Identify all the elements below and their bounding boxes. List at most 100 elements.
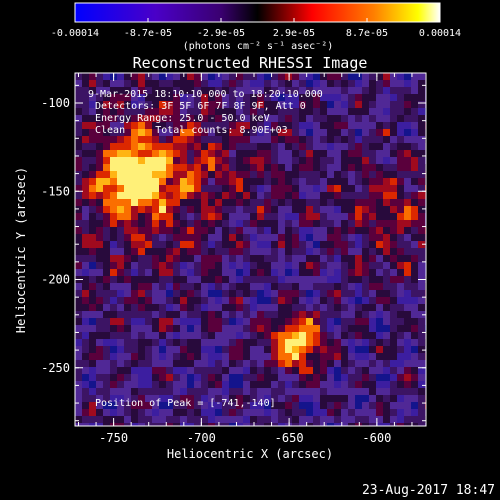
heatmap-cell — [166, 241, 173, 248]
heatmap-cell — [285, 318, 292, 325]
heatmap-cell — [82, 199, 89, 206]
heatmap-cell — [257, 129, 264, 136]
heatmap-cell — [173, 206, 180, 213]
heatmap-cell — [313, 150, 320, 157]
heatmap-cell — [222, 388, 229, 395]
heatmap-cell — [404, 402, 411, 409]
heatmap-cell — [138, 395, 145, 402]
heatmap-cell — [355, 150, 362, 157]
heatmap-cell — [271, 157, 278, 164]
heatmap-cell — [229, 290, 236, 297]
heatmap-cell — [96, 164, 103, 171]
heatmap-cell — [166, 311, 173, 318]
heatmap-cell — [152, 178, 159, 185]
heatmap-cell — [145, 374, 152, 381]
heatmap-cell — [166, 381, 173, 388]
heatmap-cell — [152, 192, 159, 199]
heatmap-cell — [110, 325, 117, 332]
heatmap-cell — [222, 346, 229, 353]
heatmap-cell — [89, 185, 96, 192]
heatmap-cell — [250, 87, 257, 94]
heatmap-cell — [383, 122, 390, 129]
heatmap-cell — [404, 304, 411, 311]
heatmap-cell — [390, 353, 397, 360]
heatmap-cell — [418, 171, 425, 178]
heatmap-cell — [285, 157, 292, 164]
heatmap-cell — [103, 269, 110, 276]
heatmap-cell — [257, 227, 264, 234]
heatmap-cell — [257, 409, 264, 416]
heatmap-cell — [159, 381, 166, 388]
heatmap-cell — [222, 178, 229, 185]
heatmap-cell — [285, 297, 292, 304]
heatmap-cell — [355, 136, 362, 143]
heatmap-cell — [376, 388, 383, 395]
heatmap-cell — [215, 80, 222, 87]
heatmap-cell — [236, 381, 243, 388]
heatmap-cell — [180, 171, 187, 178]
colorbar-tick-label: -0.00014 — [51, 28, 99, 39]
heatmap-cell — [341, 192, 348, 199]
heatmap-cell — [201, 80, 208, 87]
heatmap-cell — [292, 402, 299, 409]
heatmap-cell — [341, 213, 348, 220]
heatmap-cell — [292, 374, 299, 381]
heatmap-cell — [362, 423, 369, 426]
heatmap-cell — [75, 297, 82, 304]
heatmap-cell — [96, 227, 103, 234]
heatmap-cell — [292, 381, 299, 388]
heatmap-cell — [362, 136, 369, 143]
heatmap-cell — [131, 122, 138, 129]
heatmap-cell — [229, 241, 236, 248]
heatmap-cell — [215, 87, 222, 94]
heatmap-cell — [369, 374, 376, 381]
heatmap-cell — [334, 297, 341, 304]
heatmap-cell — [327, 332, 334, 339]
heatmap-cell — [159, 346, 166, 353]
heatmap-cell — [334, 164, 341, 171]
heatmap-cell — [278, 206, 285, 213]
heatmap-cell — [180, 213, 187, 220]
heatmap-cell — [159, 178, 166, 185]
heatmap-cell — [355, 360, 362, 367]
annotation-detectors: Detectors: 3F 5F 6F 7F 8F 9F, Att 0 — [95, 101, 306, 112]
heatmap-cell — [411, 255, 418, 262]
heatmap-cell — [201, 171, 208, 178]
heatmap-cell — [236, 297, 243, 304]
heatmap-cell — [131, 402, 138, 409]
heatmap-cell — [355, 115, 362, 122]
heatmap-cell — [208, 101, 215, 108]
heatmap-cell — [390, 318, 397, 325]
heatmap-cell — [313, 122, 320, 129]
heatmap-cell — [334, 171, 341, 178]
heatmap-cell — [320, 248, 327, 255]
heatmap-cell — [376, 178, 383, 185]
heatmap-cell — [138, 304, 145, 311]
heatmap-cell — [236, 283, 243, 290]
heatmap-cell — [369, 213, 376, 220]
heatmap-cell — [152, 409, 159, 416]
heatmap-cell — [124, 73, 131, 80]
heatmap-cell — [390, 381, 397, 388]
heatmap-cell — [348, 381, 355, 388]
heatmap-cell — [250, 150, 257, 157]
heatmap-cell — [75, 255, 82, 262]
heatmap-cell — [110, 332, 117, 339]
heatmap-cell — [138, 346, 145, 353]
heatmap-cell — [124, 164, 131, 171]
heatmap-cell — [306, 94, 313, 101]
heatmap-cell — [369, 87, 376, 94]
heatmap-cell — [341, 255, 348, 262]
heatmap-cell — [138, 409, 145, 416]
heatmap-cell — [348, 388, 355, 395]
heatmap-cell — [117, 94, 124, 101]
heatmap-cell — [110, 339, 117, 346]
heatmap-cell — [264, 360, 271, 367]
x-tick-label: -600 — [362, 431, 391, 445]
heatmap-cell — [299, 416, 306, 423]
heatmap-cell — [313, 374, 320, 381]
heatmap-cell — [278, 129, 285, 136]
heatmap-cell — [306, 269, 313, 276]
heatmap-cell — [215, 318, 222, 325]
heatmap-cell — [145, 220, 152, 227]
